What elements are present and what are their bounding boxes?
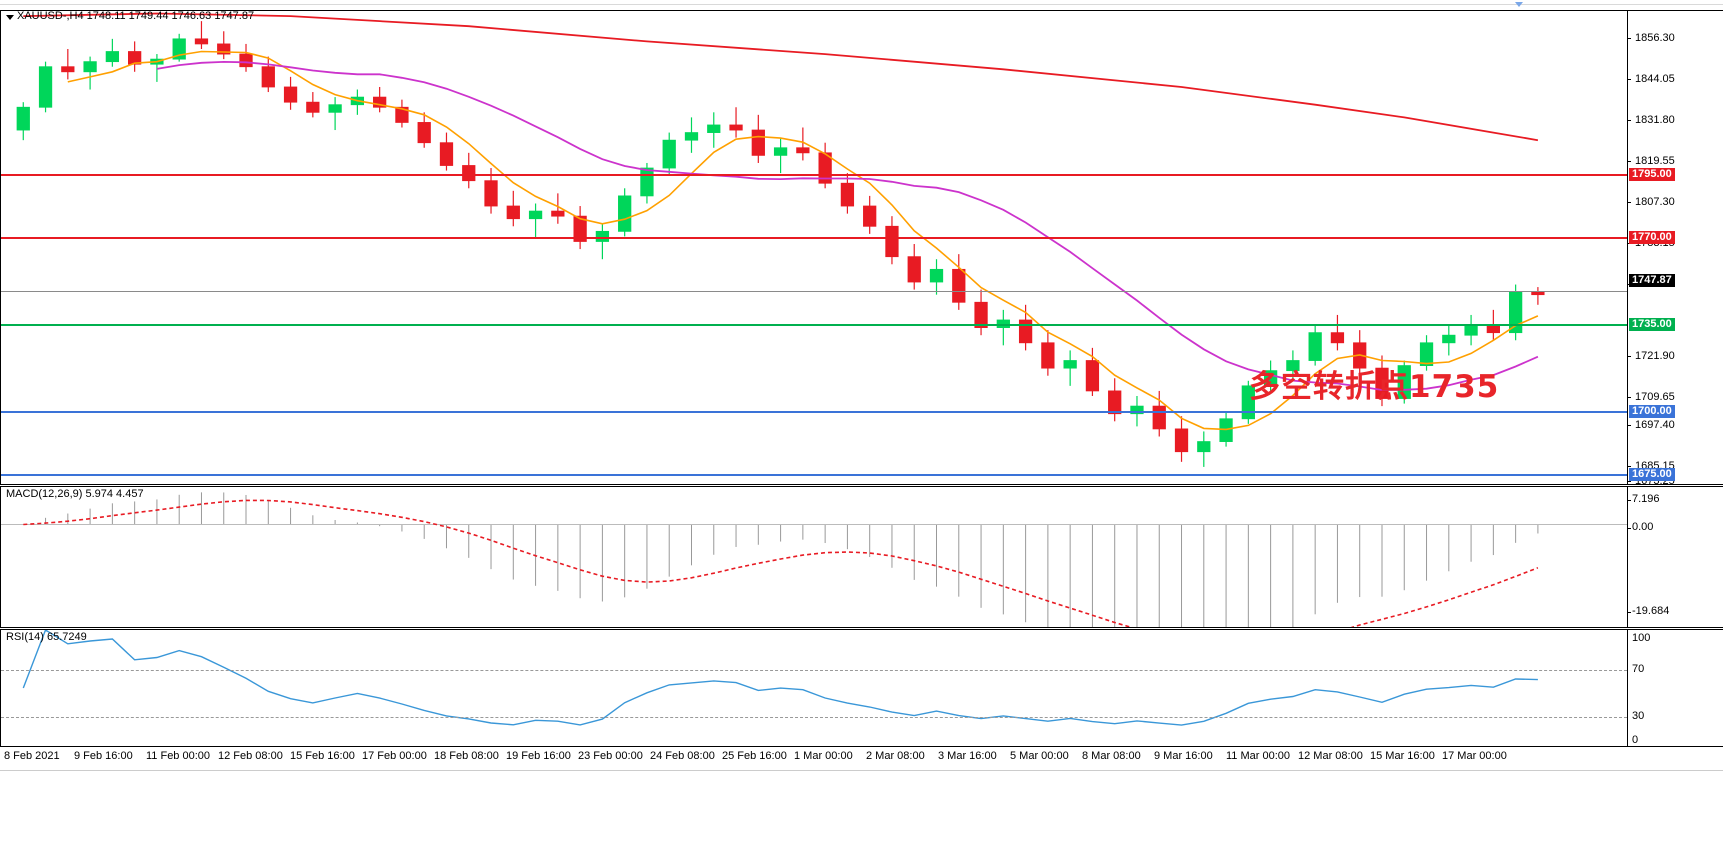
rsi-panel: RSI(14) 65.7249 100 70 30 0 [0,629,1723,747]
level-line-1735 [1,324,1627,326]
price-tick-label: 1844.05 [1635,73,1675,85]
time-axis-label: 2 Mar 08:00 [866,750,925,762]
price-plot-area[interactable] [1,11,1627,484]
price-tick [1627,466,1631,467]
macd-tick [1627,500,1631,501]
macd-tick [1627,612,1631,613]
time-axis-label: 15 Mar 16:00 [1370,750,1435,762]
time-axis-label: 15 Feb 16:00 [290,750,355,762]
time-axis-label: 17 Feb 00:00 [362,750,427,762]
level-line-last [1,291,1627,292]
level-line-1770 [1,237,1627,239]
time-axis-label: 1 Mar 00:00 [794,750,853,762]
macd-axis-line [1627,487,1628,627]
macd-label: MACD(12,26,9) 5.974 4.457 [6,488,144,500]
rsi-tick-label: 70 [1632,663,1645,675]
rsi-tick-label: 30 [1632,710,1645,722]
rsi-axis[interactable]: 100 70 30 0 [1627,630,1723,746]
last-price-badge[interactable]: 1747.87 [1629,274,1675,287]
price-tick [1627,38,1631,39]
time-axis-label: 19 Feb 16:00 [506,750,571,762]
price-tick [1627,425,1631,426]
price-tick [1627,481,1631,482]
price-tick-label: 1807.30 [1635,196,1675,208]
time-axis-label: 3 Mar 16:00 [938,750,997,762]
time-axis-label: 9 Feb 16:00 [74,750,133,762]
window-top-bar [0,0,1723,10]
macd-tick-label: 0.00 [1632,521,1654,533]
price-tick-label: 1685.15 [1635,460,1675,472]
time-axis-label: 25 Feb 16:00 [722,750,787,762]
rsi-tick-label: 0 [1632,734,1639,746]
time-axis-label: 8 Mar 08:00 [1082,750,1141,762]
time-axis-rule [0,770,1723,771]
price-tick-label: 1831.80 [1635,114,1675,126]
support-1675-badge[interactable]: 1675.00 [1629,468,1675,481]
price-tick [1627,397,1631,398]
price-tick [1627,161,1631,162]
time-axis-label: 11 Mar 00:00 [1226,750,1291,762]
rsi-plot-area[interactable] [1,630,1627,746]
price-tick-label: 1709.65 [1635,391,1675,403]
price-tick-label: 1673.25 [1635,475,1675,487]
price-axis-line [1627,11,1628,484]
price-tick-label: 1697.40 [1635,419,1675,431]
level-line-1675 [1,474,1627,476]
rsi-label: RSI(14) 65.7249 [6,631,87,643]
time-axis-label: 18 Feb 08:00 [434,750,499,762]
price-tick [1627,79,1631,80]
collapse-triangle-icon[interactable] [6,15,14,20]
symbol-header: XAUUSD-,H4 1748.11 1749.44 1746.63 1747.… [17,10,255,22]
macd-plot-area[interactable] [1,487,1627,627]
support-1700-badge[interactable]: 1700.00 [1629,405,1675,418]
time-axis-label: 12 Mar 08:00 [1298,750,1363,762]
macd-tick [1627,528,1631,529]
time-axis-label: 24 Feb 08:00 [650,750,715,762]
time-axis-label: 23 Feb 00:00 [578,750,643,762]
price-tick-label: 1721.90 [1635,350,1675,362]
price-axis[interactable]: 1856.301844.051831.801819.551807.301783.… [1627,11,1723,487]
rsi-tick-label: 100 [1632,632,1651,644]
price-tick-label: 1819.55 [1635,155,1675,167]
time-axis-label: 17 Mar 00:00 [1442,750,1507,762]
time-axis[interactable]: 8 Feb 2021 9 Feb 16:00 11 Feb 00:00 12 Feb … [0,748,1723,766]
resistance-1795-badge[interactable]: 1795.00 [1629,168,1675,181]
macd-axis[interactable]: 7.196 0.00 -19.684 [1627,487,1723,627]
time-axis-label: 9 Mar 16:00 [1154,750,1213,762]
time-axis-label: 8 Feb 2021 [4,750,60,762]
macd-tick-label: -19.684 [1632,605,1670,617]
price-tick [1627,202,1631,203]
macd-tick-label: 7.196 [1632,493,1660,505]
price-tick [1627,356,1631,357]
top-divider [0,4,1723,5]
resistance-1770-badge[interactable]: 1770.00 [1629,231,1675,244]
pivot-1735-badge[interactable]: 1735.00 [1629,318,1675,331]
rsi-band-70 [1,670,1627,671]
time-axis-label: 12 Feb 08:00 [218,750,283,762]
chart-annotation: 多空转折点1735 [1249,369,1500,405]
rsi-band-30 [1,717,1627,718]
price-tick [1627,120,1631,121]
level-line-1700 [1,411,1627,413]
price-tick-label: 1856.30 [1635,32,1675,44]
scroll-down-icon[interactable] [1515,2,1523,7]
rsi-axis-line [1627,630,1628,746]
price-panel: XAUUSD-,H4 1748.11 1749.44 1746.63 1747.… [0,10,1723,487]
time-axis-label: 11 Feb 00:00 [146,750,211,762]
time-axis-label: 5 Mar 00:00 [1010,750,1069,762]
level-line-1795 [1,174,1627,176]
macd-panel: MACD(12,26,9) 5.974 4.457 7.196 0.00 -19.6… [0,486,1723,628]
